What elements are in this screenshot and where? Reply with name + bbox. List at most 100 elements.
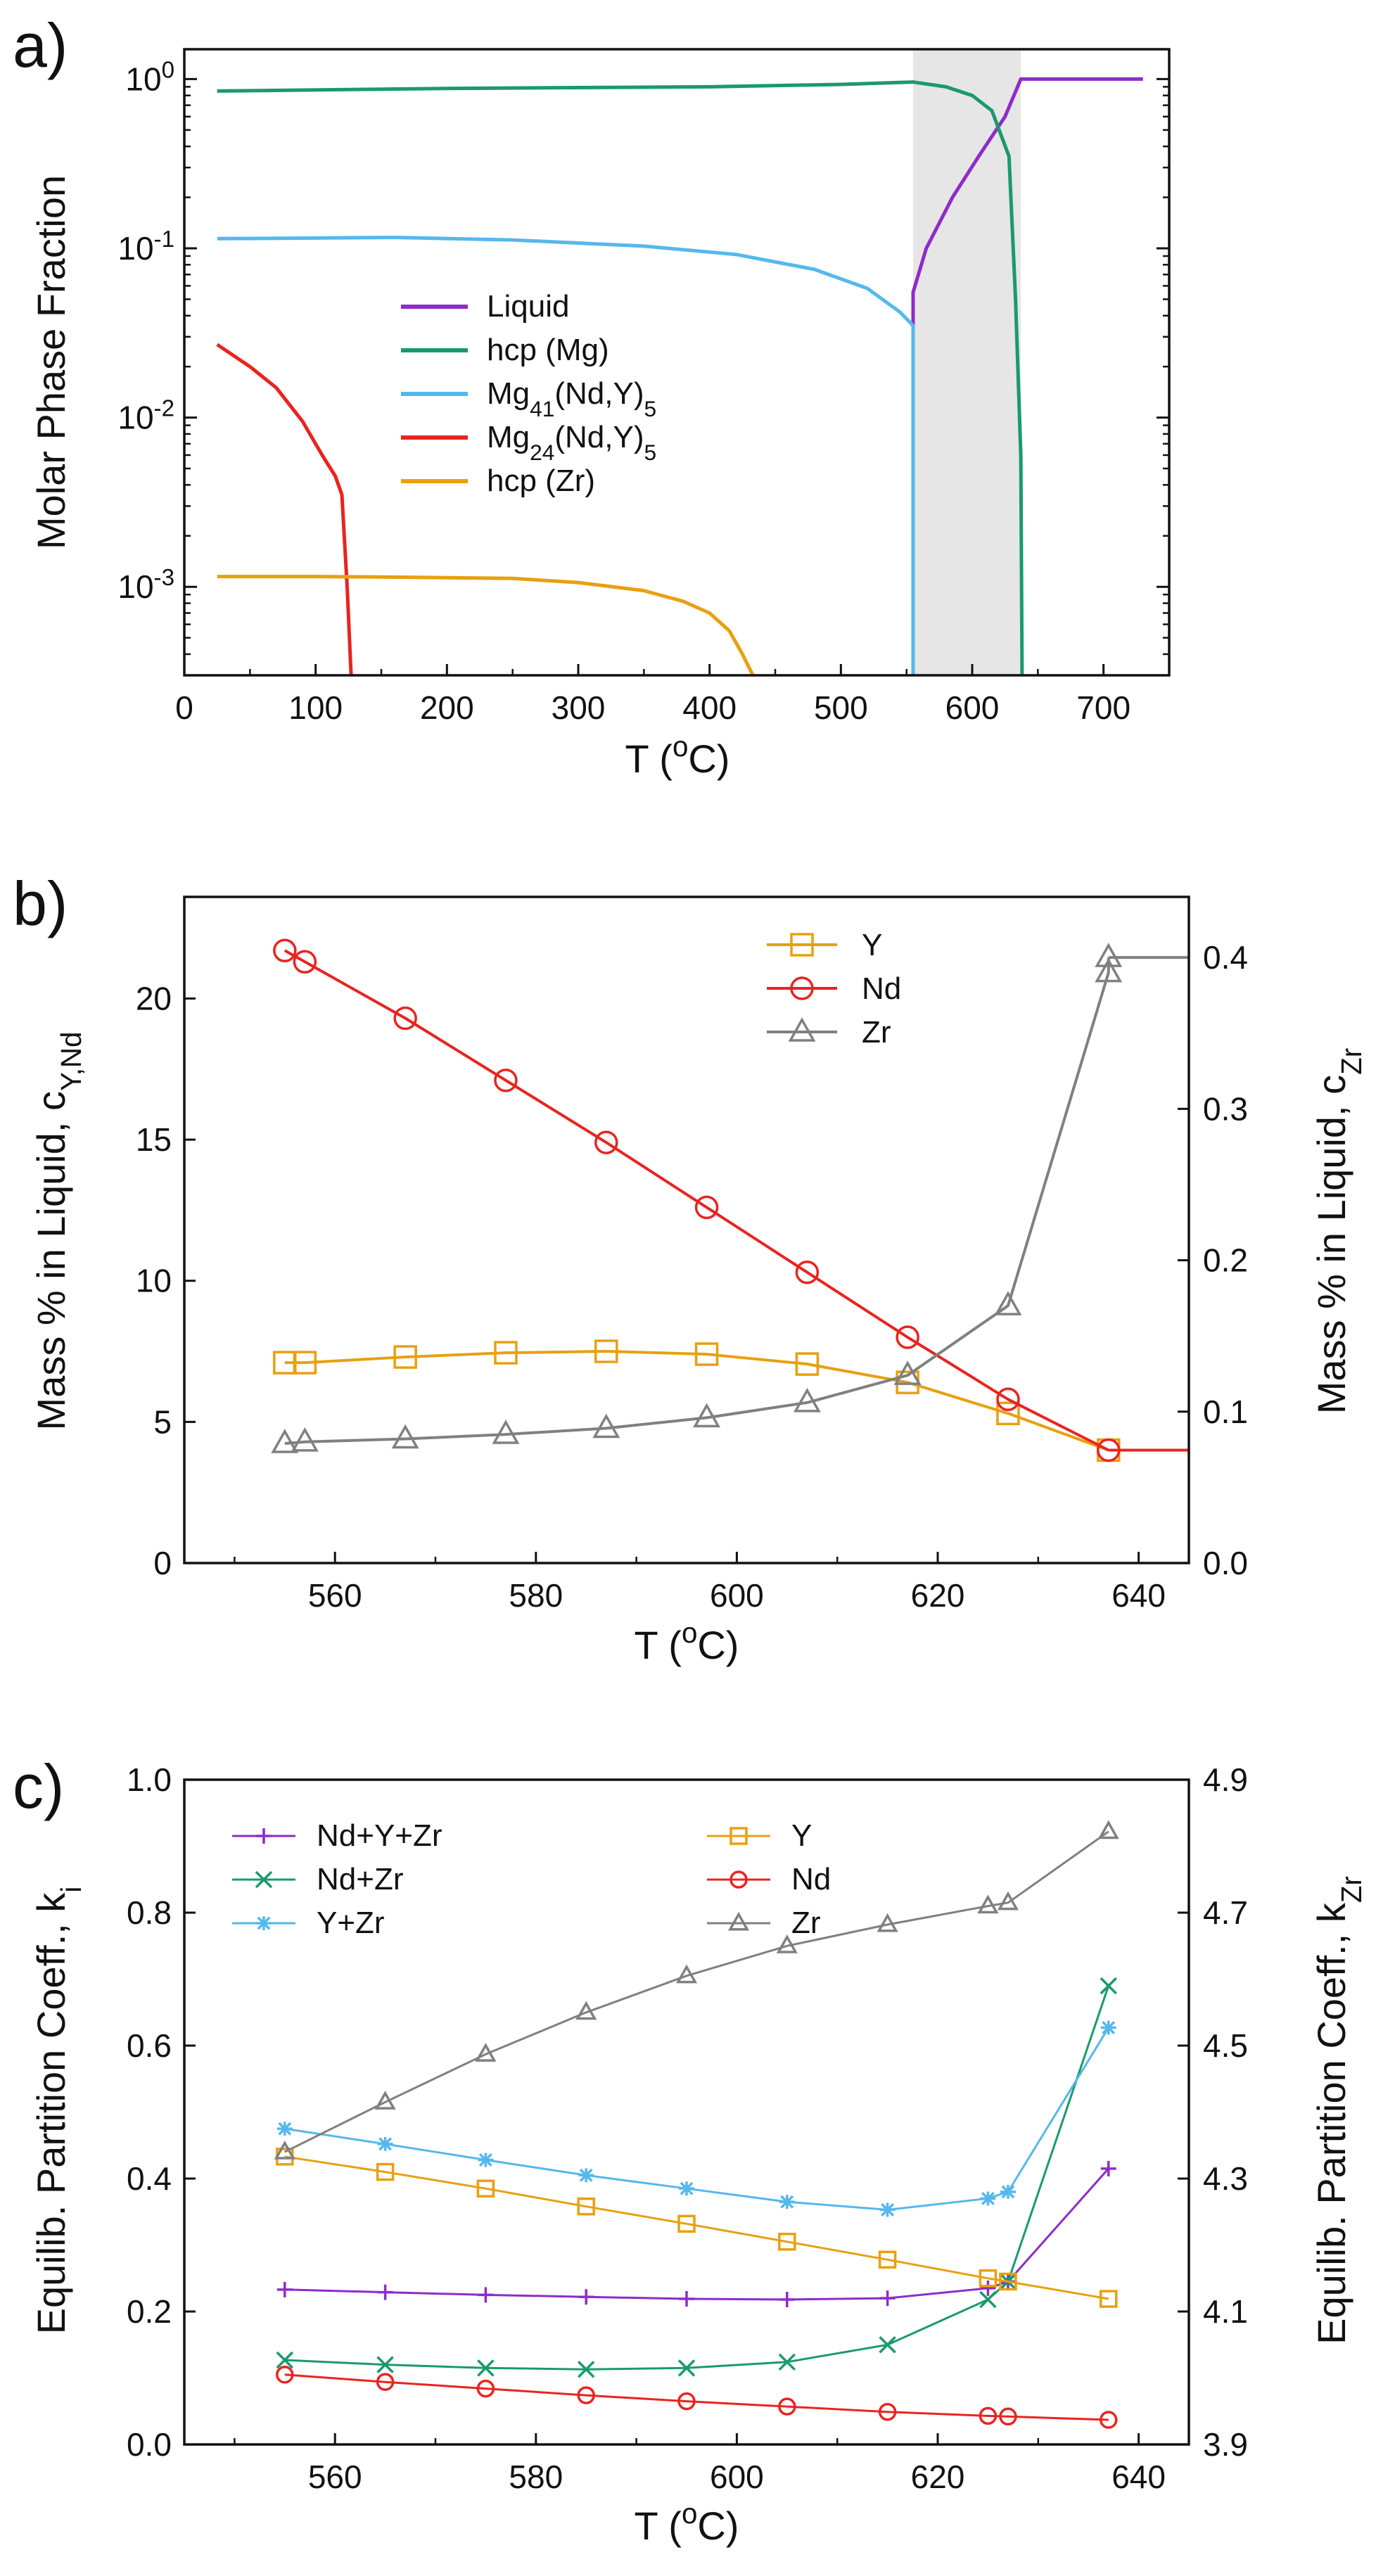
panel-a-legend-label-3: Mg24(Nd,Y)5 [487,420,656,465]
panel-c-ytick-label: 0.0 [127,2426,172,2463]
panel-b-xlabel-part-2: C) [697,1623,739,1667]
panel-c-marker-nd-zr [1100,1977,1117,1995]
panel-c-legend-label-0: Nd+Y+Zr [317,1818,442,1853]
panel-c-legend-label-2: Y+Zr [317,1906,385,1940]
panel-c-ylabel-part-1: i [55,1887,87,1893]
panel-a-xtick-label: 500 [814,689,868,726]
panel-b-marker-y [694,1342,719,1366]
panel-b-legend-marker-2 [788,1017,816,1042]
panel-b-ylabel-part-1: Y,Nd [55,1032,87,1091]
panel-a-ytick-label-part-0: 10 [117,568,153,605]
panel-a-ytick-label: 10-2 [117,395,174,436]
panel-c-marker-y [677,2214,696,2233]
panel-a-series-0 [911,77,1143,326]
panel-c-marker-nd-zr [979,2290,997,2309]
panel-c-marker-zr [997,1891,1019,1911]
panel-c-legend-label-4: Nd [791,1862,831,1896]
panel-b-marker-zr [492,1420,520,1444]
panel-a-xtick-label: 200 [420,689,474,726]
panel-b-marker-zr [1095,943,1123,967]
panel-b-ytick-label: 20 [136,980,172,1016]
panel-a-xtick-label: 600 [945,689,1000,726]
panel-a-ytick-label: 100 [125,57,174,98]
panel-a-ytick-label-part-1: -3 [154,565,174,591]
panel-b-xlabel-part-1: o [682,1617,697,1649]
panel-b-marker-nd [273,938,297,962]
panel-a-legend-label-4-part-0: hcp (Zr) [487,464,595,498]
panel-c-ylabel: Equilib. Partition Coeff., ki [29,1887,87,2335]
panel-c-xtick-label: 580 [509,2459,563,2495]
panel-a-series-3 [216,343,353,676]
panel-c-marker-nd-y-zr [1100,2160,1116,2176]
panel-c-marker-nd [677,2392,696,2411]
panel-b-marker-zr [1095,957,1123,983]
panel-a-xtick-label: 300 [552,689,606,726]
panel-c-legend-marker-2 [256,1916,272,1930]
panel-c-legend-marker-5 [727,1911,750,1931]
panel-c-marker-nd [276,2366,294,2384]
panel-c-marker-y [1100,2290,1118,2308]
panel-c-marker-y [778,2233,796,2251]
panel-b-marker-zr [893,1360,922,1385]
panel-b-ytick-label: 10 [136,1263,172,1299]
panel-c-marker-y-zr [578,2168,594,2183]
panel-c-marker-zr [675,1964,698,1984]
panel-a-ylabel: Molar Phase Fraction [29,175,73,549]
panel-c-marker-y [878,2250,897,2269]
panel-c-marker-nd-zr [577,2360,595,2378]
panel-c-marker-nd-y-zr [377,2284,393,2300]
panel-c-marker-zr [575,2001,597,2020]
panel-c-series-3 [284,2155,1109,2300]
panel-a-legend-label-3-part-2: (Nd,Y) [554,420,644,454]
panel-c-marker-y [577,2197,595,2216]
panel-c-y2tick-label: 4.5 [1203,2027,1248,2064]
panel-b-marker-nd [996,1387,1020,1412]
panel-b-marker-nd [1097,1438,1121,1462]
panel-b-y2tick-label: 0.2 [1203,1242,1248,1279]
panel-a-ytick-label-part-0: 10 [125,60,161,97]
panel-b-label: b) [13,869,68,938]
panel-c-ytick-label: 0.6 [127,2027,172,2064]
panel-b-y2label: Mass % in Liquid, cZr [1309,1048,1368,1415]
panel-b-marker-zr [693,1403,721,1428]
panel-a-legend-label-2-part-1: 41 [530,396,554,421]
panel-a-xlabel-part-2: C) [688,737,730,781]
panel-c-marker-zr [374,2091,396,2110]
panel-b-series-0 [284,1350,1109,1452]
panel-c-marker-zr [274,2140,295,2160]
panel-b-marker-y [594,1339,618,1363]
panel-a-shaded-region [913,49,1021,675]
panel-b-ytick-label: 0 [153,1545,172,1581]
panel-c-legend-marker-4 [730,1870,748,1889]
panel-a-frame [183,48,1171,677]
panel-c-ylabel-part-0: Equilib. Partition Coeff., k [29,1892,73,2335]
panel-c-series-2 [284,2027,1110,2211]
panel-a-legend-label-3-part-3: 5 [644,440,656,465]
panel-c-xlabel-part-1: o [682,2497,697,2530]
panel-b-ytick-label: 5 [153,1403,172,1440]
panel-b-legend-marker-0 [790,933,814,957]
panel-b-y2label-part-1: Zr [1335,1048,1368,1075]
panel-c-marker-y [476,2179,495,2198]
panel-a-xlabel-part-0: T ( [625,737,673,781]
panel-c-marker-y [999,2272,1017,2291]
panel-c-marker-y-zr [1000,2185,1016,2199]
panel-c-xlabel: T (oC) [635,2497,739,2548]
panel-a-legend-label-3-part-1: 24 [530,440,554,465]
panel-b-xtick-label: 600 [710,1577,764,1614]
panel-c-xtick-label: 600 [710,2459,764,2495]
panel-b-ylabel-part-0: Mass % in Liquid, c [29,1091,73,1430]
panel-b-marker-nd [594,1130,618,1154]
panel-c-marker-nd-y-zr [679,2291,694,2307]
panel-a-legend-label-3-part-0: Mg [487,420,530,454]
panel-c-marker-nd [999,2407,1017,2426]
panel-c-xlabel-part-2: C) [697,2504,739,2548]
panel-a-legend-label-2-part-0: Mg [487,376,530,411]
panel-c-legend-label-1: Nd+Zr [317,1862,403,1896]
panel-c-legend-marker-1 [255,1870,273,1889]
panel-a-label: a) [13,11,68,80]
panel-c-marker-nd-zr [778,2353,796,2371]
panel-b-marker-y [996,1401,1020,1426]
panel-a-xtick-label: 0 [175,689,193,726]
panel-b-xlabel-part-0: T ( [635,1623,682,1667]
